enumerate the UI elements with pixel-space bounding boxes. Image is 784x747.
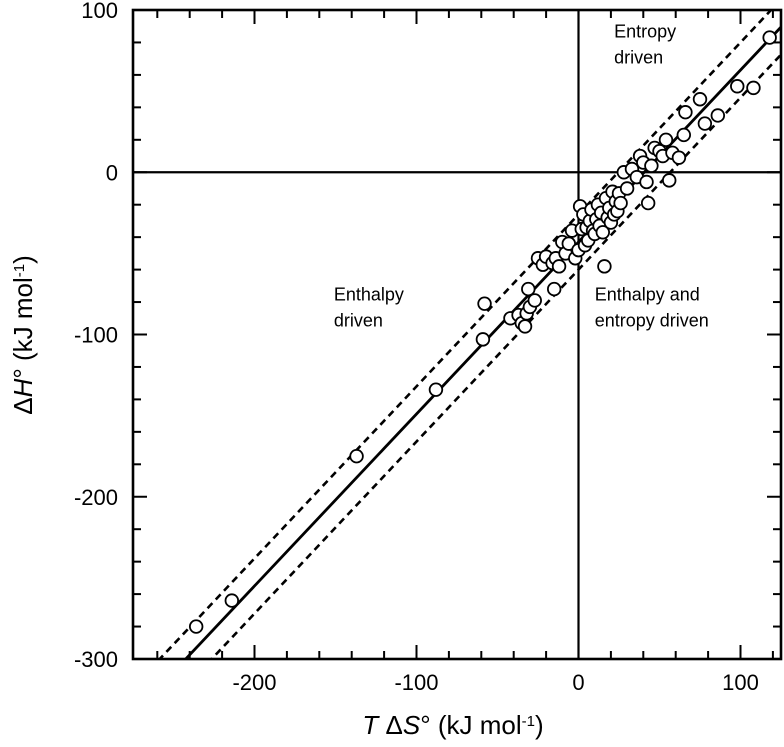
data-point: [428, 382, 444, 397]
fit-lines: [157, 10, 781, 659]
data-point: [697, 116, 713, 131]
data-point: [671, 150, 687, 165]
confidence-band-line-2: [209, 52, 781, 659]
plot-frame: [131, 8, 783, 661]
data-point: [551, 259, 567, 274]
y-axis-title: ΔH° (kJ mol-1): [8, 255, 38, 415]
x-tick-label: 100: [722, 670, 759, 695]
plot-area: [131, 8, 783, 661]
data-point: [517, 319, 533, 334]
x-tick-label: 0: [572, 670, 584, 695]
x-tick-label: -100: [394, 670, 438, 695]
annotation-line: driven: [334, 310, 383, 330]
annotation-line: entropy driven: [595, 310, 709, 330]
ticks: [133, 9, 781, 660]
data-point: [730, 79, 745, 94]
data-point: [188, 619, 204, 634]
data-point: [639, 174, 654, 190]
data-point: [644, 158, 659, 173]
data-points: [188, 30, 777, 634]
data-point: [678, 105, 693, 120]
data-point: [662, 173, 677, 188]
data-point: [619, 181, 635, 196]
y-tick-label: -300: [74, 647, 118, 672]
x-axis-title: T ΔS° (kJ mol-1): [362, 710, 543, 740]
data-point: [521, 281, 536, 297]
annotation-2: Enthalpy driven: [334, 284, 404, 330]
y-tick-label: 0: [106, 160, 118, 185]
y-tick-label: -200: [74, 485, 118, 510]
data-point: [561, 236, 576, 251]
annotation-line: driven: [614, 48, 663, 68]
data-point: [640, 195, 656, 211]
data-point: [475, 332, 491, 347]
data-point: [613, 195, 628, 211]
data-point: [692, 92, 708, 107]
y-axis-labels: -300 -200 -100 0 100: [74, 0, 118, 672]
data-point: [547, 281, 562, 297]
x-axis-labels: -200 -100 0 100: [232, 670, 758, 695]
data-point: [477, 296, 492, 311]
data-point: [746, 80, 761, 96]
annotations: Entropy driven Enthalpy driven Enthalpy and e…: [334, 22, 709, 331]
data-point: [710, 108, 726, 123]
confidence-band-line-1: [157, 10, 773, 659]
annotation-line: Enthalpy and: [595, 284, 700, 304]
data-point: [597, 259, 612, 274]
y-tick-label: -100: [74, 323, 118, 348]
annotation-line: Entropy: [614, 22, 676, 42]
annotation-1: Entropy driven: [614, 22, 676, 68]
data-point: [595, 225, 611, 240]
regression-line: [183, 24, 781, 659]
data-point: [527, 293, 542, 308]
y-tick-label: 100: [81, 0, 118, 23]
data-point: [349, 448, 364, 464]
annotation-3: Enthalpy and entropy driven: [595, 284, 709, 330]
data-point: [676, 127, 692, 143]
annotation-line: Enthalpy: [334, 284, 404, 304]
data-point: [224, 593, 240, 608]
data-point: [658, 132, 674, 148]
x-tick-label: -200: [232, 670, 276, 695]
data-point: [762, 30, 777, 45]
